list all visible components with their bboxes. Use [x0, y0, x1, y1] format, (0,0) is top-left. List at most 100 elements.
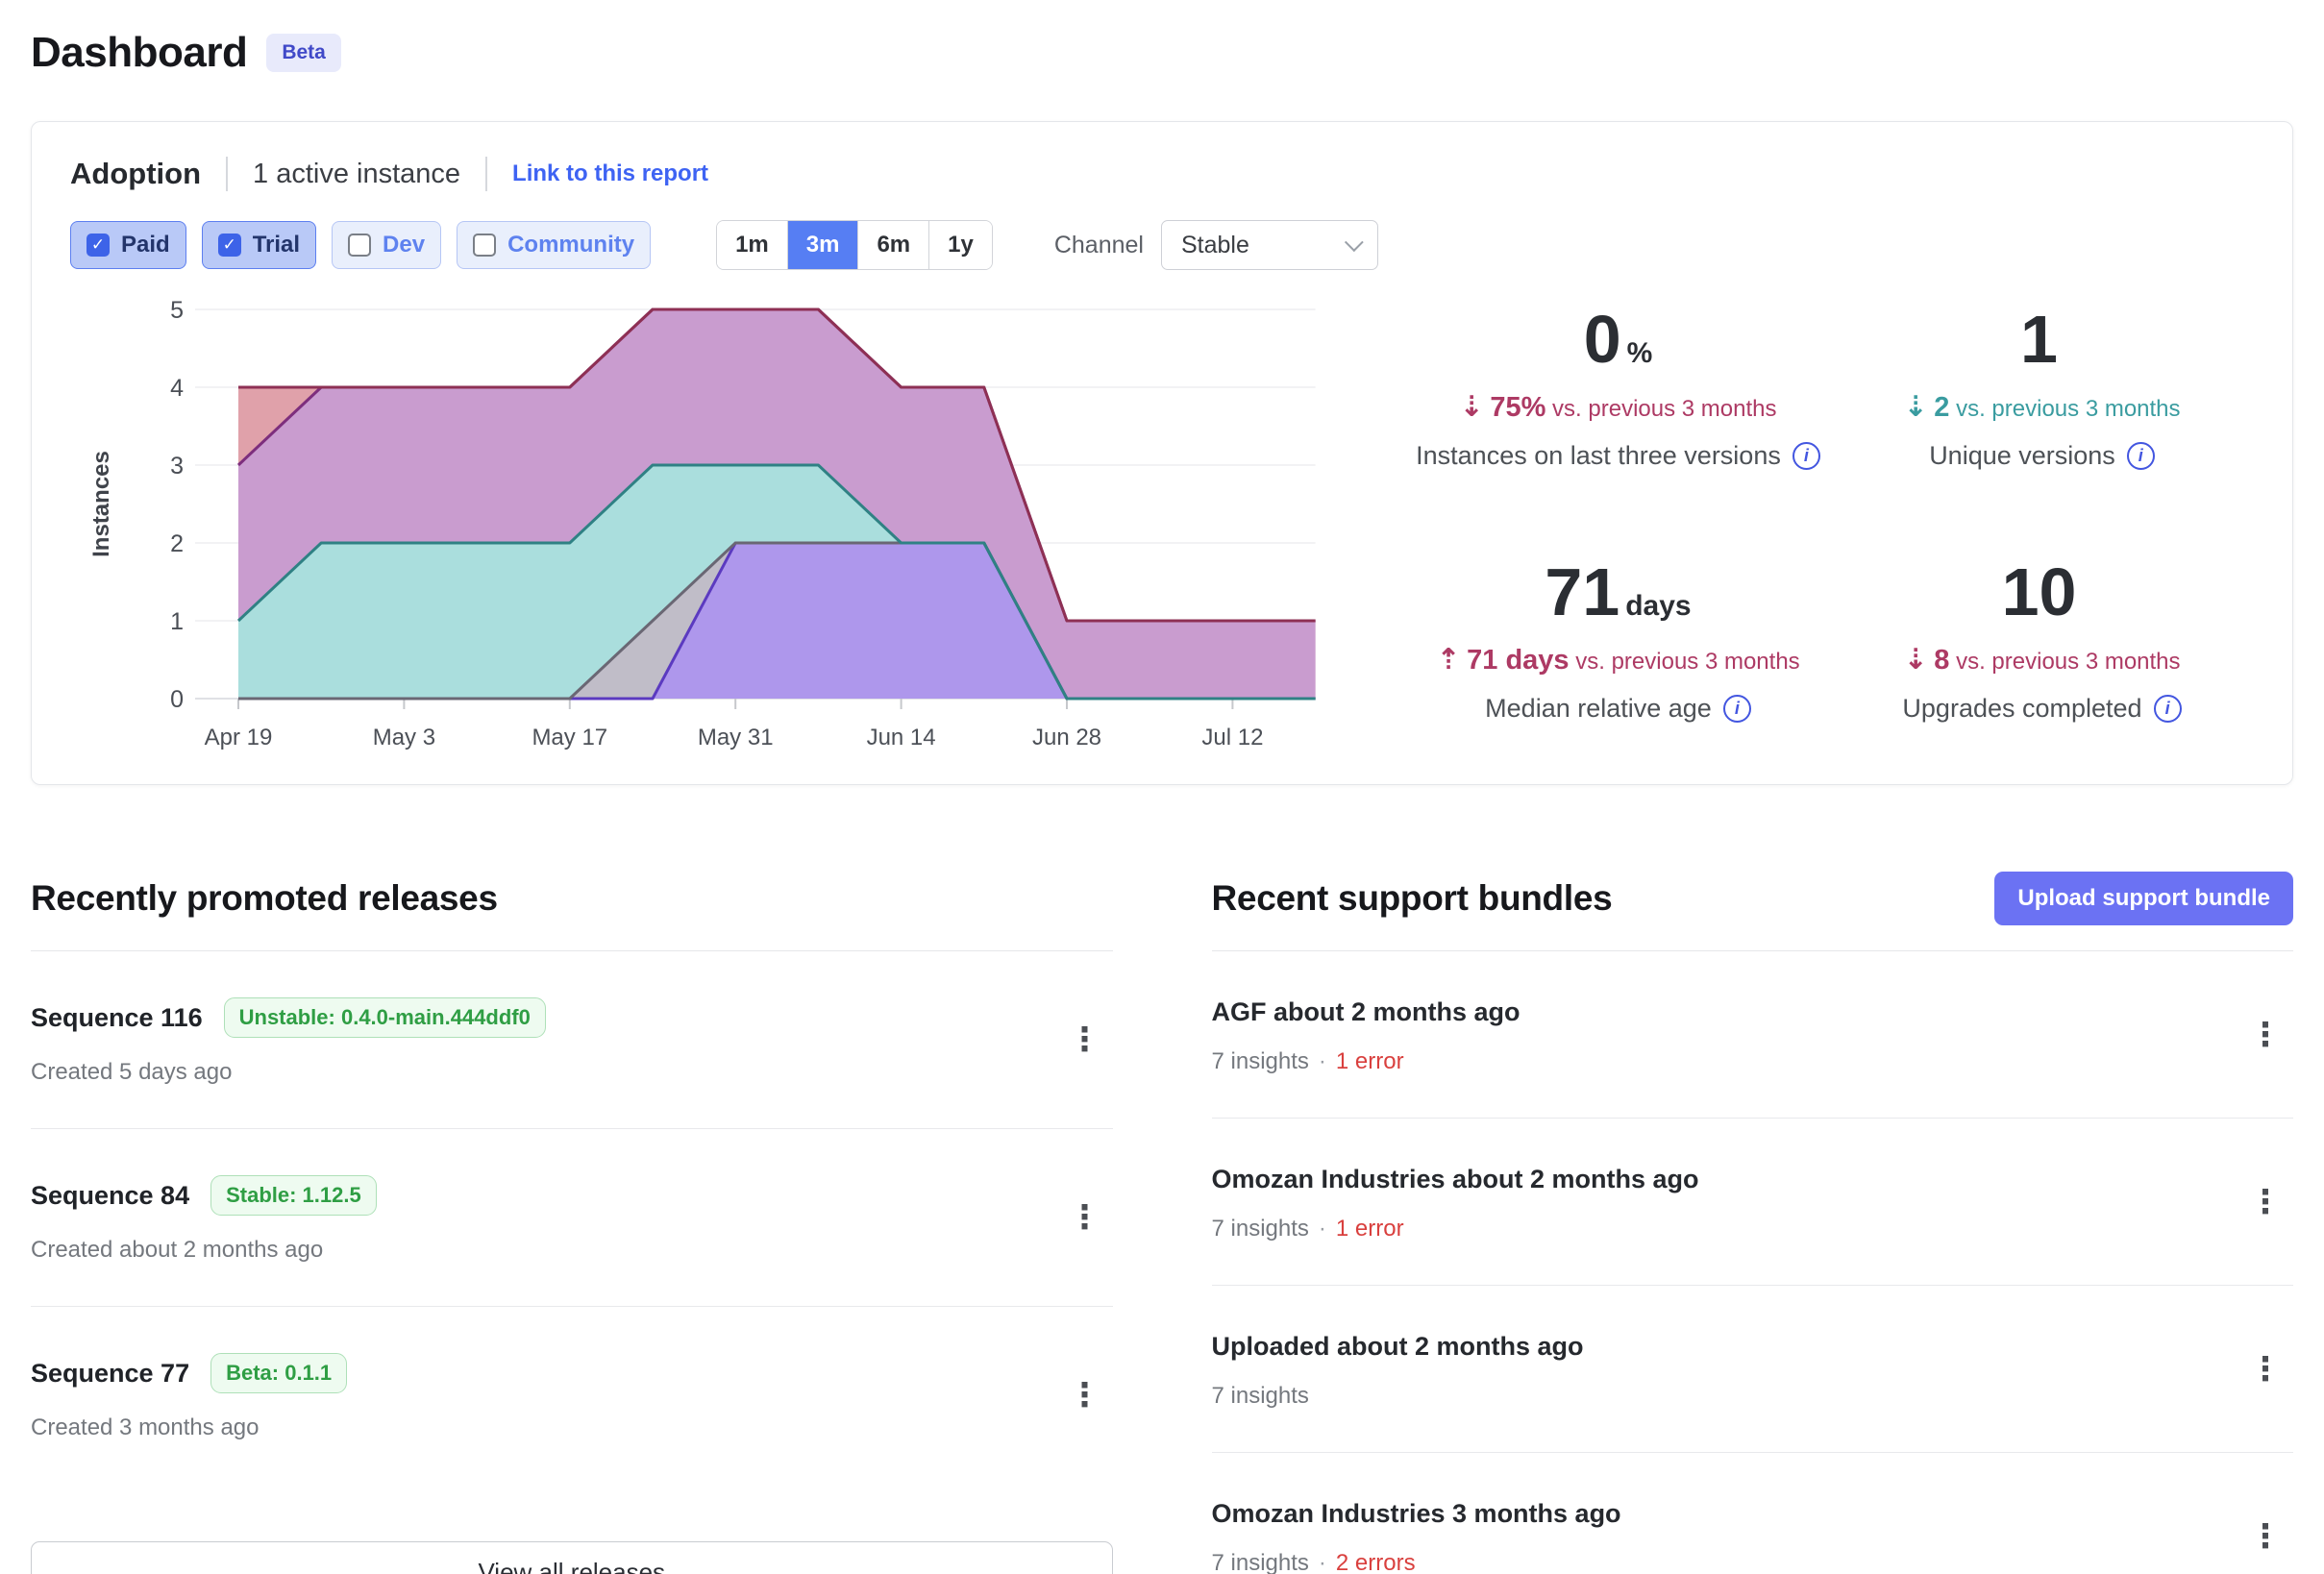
check-icon: ✓ — [478, 235, 491, 255]
filter-chip-trial[interactable]: ✓ Trial — [201, 221, 317, 269]
filter-chip-label: Community — [507, 232, 635, 258]
stat-value: 1 — [2020, 302, 2058, 377]
release-title: Sequence 77 — [31, 1358, 190, 1388]
info-icon[interactable]: i — [2126, 442, 2155, 470]
stat-value: 71 days — [1545, 554, 1692, 629]
release-created: Created 5 days ago — [31, 1059, 233, 1085]
bundles-head: Recent support bundles Upload support bu… — [1211, 872, 2293, 925]
bundle-row: Omozan Industries 3 months ago 7 insight… — [1212, 1453, 2294, 1574]
info-icon[interactable]: i — [2153, 695, 2182, 723]
kebab-menu-icon[interactable]: ⋮ — [1068, 1376, 1101, 1414]
link-to-report[interactable]: Link to this report — [512, 160, 709, 186]
adoption-card: Adoption 1 active instance Link to this … — [31, 121, 2293, 785]
bundle-title: Uploaded about 2 months ago — [1211, 1332, 1584, 1361]
stat-delta: ⇡ 71 days vs. previous 3 months — [1436, 643, 1800, 676]
page-title-row: Dashboard Beta — [31, 29, 2293, 77]
svg-text:May 3: May 3 — [373, 725, 435, 750]
release-created: Created 3 months ago — [31, 1414, 260, 1440]
up-dashed-arrow-icon: ⇡ — [1436, 643, 1461, 676]
kebab-menu-icon[interactable]: ⋮ — [1068, 1021, 1101, 1059]
channel-select[interactable]: Stable — [1160, 220, 1378, 270]
filter-chip-paid[interactable]: ✓ Paid — [70, 221, 186, 269]
svg-text:May 31: May 31 — [698, 725, 774, 750]
stat-value: 0% — [1583, 302, 1653, 377]
svg-text:Jun 28: Jun 28 — [1032, 725, 1101, 750]
bundle-error-count: 1 error — [1335, 1048, 1404, 1074]
adoption-card-header: Adoption 1 active instance Link to this … — [70, 157, 2254, 191]
adoption-stats: 0% ⇣ 75% vs. previous 3 months Instances… — [1348, 297, 2254, 763]
range-1y[interactable]: 1y — [928, 221, 992, 269]
channel-value: Stable — [1180, 231, 1249, 258]
view-all-releases-button[interactable]: View all releases — [31, 1541, 1113, 1574]
releases-heading: Recently promoted releases — [31, 878, 498, 918]
releases-head: Recently promoted releases — [31, 872, 1113, 925]
bundle-title: AGF about 2 months ago — [1211, 997, 1520, 1026]
check-icon: ✓ — [353, 235, 366, 255]
header-divider — [226, 157, 229, 191]
kebab-menu-icon[interactable]: ⋮ — [2249, 1516, 2282, 1556]
filter-chip-dev[interactable]: ✓ Dev — [332, 221, 442, 269]
svg-text:May 17: May 17 — [532, 725, 607, 750]
release-row: Sequence 116 Unstable: 0.4.0-main.444ddf… — [31, 951, 1113, 1129]
release-row: Sequence 77 Beta: 0.1.1 Created 3 months… — [31, 1307, 1113, 1484]
stat-median-relative-age: 71 days ⇡ 71 days vs. previous 3 months M… — [1406, 555, 1830, 724]
filter-chip-label: Trial — [252, 232, 301, 258]
bundle-meta: 7 insights · 1 error — [1211, 1048, 1404, 1074]
down-dashed-arrow-icon: ⇣ — [1903, 390, 1928, 424]
svg-text:0: 0 — [170, 686, 184, 713]
down-dashed-arrow-icon: ⇣ — [1903, 643, 1928, 676]
info-icon[interactable]: i — [1792, 442, 1820, 470]
stat-upgrades-completed: 10 ⇣ 8 vs. previous 3 months Upgrades co… — [1830, 555, 2254, 724]
kebab-menu-icon[interactable]: ⋮ — [1068, 1198, 1101, 1237]
release-created: Created about 2 months ago — [31, 1237, 324, 1263]
stat-label: Median relative age i — [1406, 694, 1830, 724]
stat-label: Instances on last three versions i — [1406, 441, 1830, 471]
time-range-group: 1m 3m 6m 1y — [716, 220, 993, 270]
section-divider — [1211, 950, 2293, 951]
checkbox-icon[interactable]: ✓ — [87, 234, 110, 257]
kebab-menu-icon[interactable]: ⋮ — [2249, 1182, 2282, 1221]
filter-chip-label: Paid — [121, 232, 170, 258]
checkbox-icon[interactable]: ✓ — [217, 234, 241, 257]
section-divider — [31, 950, 1113, 951]
chevron-down-icon — [1344, 233, 1364, 253]
svg-text:4: 4 — [170, 375, 184, 402]
releases-section: Recently promoted releases Sequence 116 … — [31, 872, 1113, 1574]
support-bundles-section: Recent support bundles Upload support bu… — [1211, 872, 2294, 1574]
filter-chip-community[interactable]: ✓ Community — [457, 221, 652, 269]
release-channel-badge: Beta: 0.1.1 — [210, 1353, 348, 1393]
range-6m[interactable]: 6m — [857, 221, 929, 269]
adoption-title: Adoption — [70, 157, 202, 190]
checkbox-icon[interactable]: ✓ — [348, 234, 372, 257]
bundle-row: Omozan Industries about 2 months ago 7 i… — [1211, 1119, 2293, 1286]
bottom-sections: Recently promoted releases Sequence 116 … — [31, 872, 2293, 1574]
bundle-error-count: 2 errors — [1335, 1550, 1416, 1574]
kebab-menu-icon[interactable]: ⋮ — [2249, 1015, 2282, 1054]
svg-text:Jul 12: Jul 12 — [1201, 725, 1263, 750]
svg-text:Apr 19: Apr 19 — [205, 725, 273, 750]
check-icon: ✓ — [222, 235, 236, 255]
checkbox-icon[interactable]: ✓ — [473, 234, 497, 257]
info-icon[interactable]: i — [1722, 695, 1751, 723]
stat-label: Unique versions i — [1830, 441, 2254, 471]
stat-unique-versions: 1 ⇣ 2 vs. previous 3 months Unique versi… — [1830, 303, 2254, 471]
range-1m[interactable]: 1m — [717, 221, 787, 269]
bundle-row: Uploaded about 2 months ago 7 insights· … — [1211, 1286, 2293, 1453]
release-title: Sequence 116 — [31, 1002, 203, 1032]
range-3m[interactable]: 3m — [786, 221, 858, 269]
release-row: Sequence 84 Stable: 1.12.5 Created about… — [31, 1129, 1113, 1307]
stat-instances-last-three: 0% ⇣ 75% vs. previous 3 months Instances… — [1406, 303, 1830, 471]
bundle-meta: 7 insights· — [1211, 1383, 1309, 1409]
upload-support-bundle-button[interactable]: Upload support bundle — [1994, 872, 2293, 925]
bundles-heading: Recent support bundles — [1211, 878, 1613, 918]
channel-label: Channel — [1053, 231, 1144, 258]
active-instance-count: 1 active instance — [253, 158, 461, 189]
bundle-meta: 7 insights · 2 errors — [1211, 1550, 1416, 1574]
bundle-title: Omozan Industries about 2 months ago — [1211, 1165, 1699, 1193]
filter-row: ✓ Paid ✓ Trial ✓ Dev ✓ Community 1m 3m 6… — [70, 220, 2254, 270]
bundle-row: AGF about 2 months ago 7 insights · 1 erro… — [1211, 951, 2293, 1119]
bundle-meta: 7 insights · 1 error — [1211, 1216, 1404, 1242]
bundle-error-count: 1 error — [1335, 1216, 1404, 1242]
kebab-menu-icon[interactable]: ⋮ — [2249, 1349, 2282, 1389]
